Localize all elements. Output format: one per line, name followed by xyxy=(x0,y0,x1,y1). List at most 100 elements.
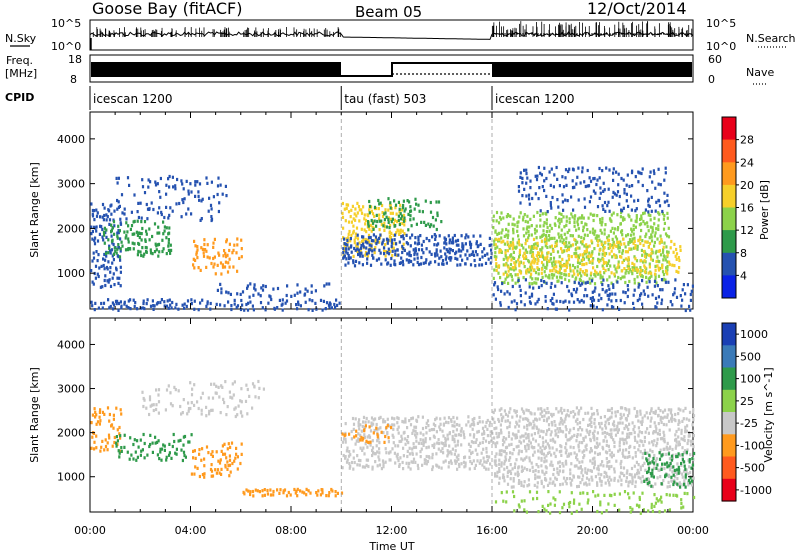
power-cell xyxy=(479,234,482,238)
velocity-cell xyxy=(595,441,598,445)
power-cell xyxy=(420,243,423,247)
power-cell xyxy=(343,249,346,253)
power-cell xyxy=(409,209,413,213)
velocity-cell xyxy=(572,410,575,414)
velocity-cell xyxy=(516,470,519,474)
velocity-cell xyxy=(679,482,682,487)
velocity-cell xyxy=(665,445,668,449)
velocity-cell xyxy=(309,491,312,495)
velocity-cell xyxy=(581,450,584,454)
velocity-cell xyxy=(225,413,228,417)
velocity-cell xyxy=(613,467,616,471)
power-cell xyxy=(593,282,597,286)
power-cell xyxy=(539,254,542,258)
velocity-cell xyxy=(606,451,609,455)
velocity-cell xyxy=(482,456,485,460)
power-cell xyxy=(267,301,270,305)
power-cell xyxy=(212,195,215,199)
power-cell xyxy=(338,301,341,305)
velocity-cell xyxy=(692,429,695,434)
velocity-cell xyxy=(157,400,161,404)
velocity-cell xyxy=(528,459,531,463)
velocity-cell xyxy=(569,445,572,449)
velocity-cell xyxy=(336,491,339,495)
velocity-cell xyxy=(644,430,647,434)
velocity-cell xyxy=(638,430,641,434)
power-cell xyxy=(502,216,505,220)
velocity-colorbar-tick-label: -100 xyxy=(740,439,765,452)
velocity-cell xyxy=(456,439,460,443)
velocity-cell xyxy=(558,427,562,431)
velocity-cell xyxy=(170,456,173,460)
velocity-cell xyxy=(543,472,546,476)
velocity-cell xyxy=(576,458,579,462)
velocity-cell xyxy=(196,466,199,470)
power-cell xyxy=(108,249,111,253)
cpid-strip: icescan 1200 tau (fast) 503 icescan 1200 xyxy=(89,86,574,110)
velocity-cell xyxy=(173,385,176,389)
power-cell xyxy=(187,207,190,211)
power-cell xyxy=(600,242,603,246)
velocity-cell xyxy=(670,466,673,470)
power-cell xyxy=(384,211,387,215)
velocity-cell xyxy=(661,436,664,440)
power-cell xyxy=(609,245,612,249)
power-cell xyxy=(630,218,633,222)
power-cell xyxy=(448,251,451,255)
power-cell xyxy=(449,258,452,262)
velocity-cell xyxy=(155,388,158,392)
power-cell xyxy=(481,255,484,259)
power-cell xyxy=(284,301,287,305)
power-cell xyxy=(575,182,578,186)
velocity-cell xyxy=(651,460,654,464)
power-cell xyxy=(353,238,356,242)
power-cell xyxy=(352,229,355,233)
power-cell xyxy=(609,243,612,247)
power-cell xyxy=(513,299,516,303)
velocity-cell xyxy=(289,493,292,497)
power-cell xyxy=(445,242,448,246)
velocity-cell xyxy=(113,435,116,440)
power-cell xyxy=(534,271,538,275)
velocity-cell xyxy=(658,432,661,436)
velocity-cell xyxy=(356,454,359,458)
power-cell xyxy=(473,253,476,257)
velocity-cell xyxy=(136,439,139,443)
velocity-cell xyxy=(636,468,639,472)
power-cell xyxy=(499,248,502,252)
velocity-cell xyxy=(325,494,328,498)
power-cell xyxy=(506,240,509,244)
power-cell xyxy=(640,171,643,176)
power-cell xyxy=(675,247,678,252)
power-cell xyxy=(549,252,553,256)
power-cell xyxy=(393,238,396,242)
velocity-cell xyxy=(469,444,472,448)
velocity-cell xyxy=(456,443,459,447)
velocity-cell xyxy=(674,475,677,479)
power-cell xyxy=(596,214,599,218)
power-cell xyxy=(661,288,664,292)
power-cell xyxy=(105,218,108,222)
power-cell xyxy=(541,275,544,279)
power-cell xyxy=(568,263,571,267)
power-cell xyxy=(521,181,524,185)
velocity-cell xyxy=(305,487,308,491)
power-cell xyxy=(193,239,196,243)
power-cell xyxy=(607,246,610,250)
power-cell xyxy=(518,284,521,288)
power-cell xyxy=(96,239,100,243)
velocity-cell xyxy=(600,421,603,425)
power-cell xyxy=(464,253,467,257)
power-cell xyxy=(651,249,654,253)
power-cell xyxy=(667,280,670,284)
power-cell xyxy=(497,271,500,275)
power-cell xyxy=(401,221,404,226)
velocity-cell xyxy=(404,437,407,441)
power-cell xyxy=(414,241,417,245)
power-cell xyxy=(615,237,619,241)
power-cell xyxy=(510,243,513,247)
velocity-cell xyxy=(593,456,596,460)
velocity-cell xyxy=(410,417,413,421)
velocity-cell xyxy=(456,467,459,471)
power-cell xyxy=(560,228,563,232)
